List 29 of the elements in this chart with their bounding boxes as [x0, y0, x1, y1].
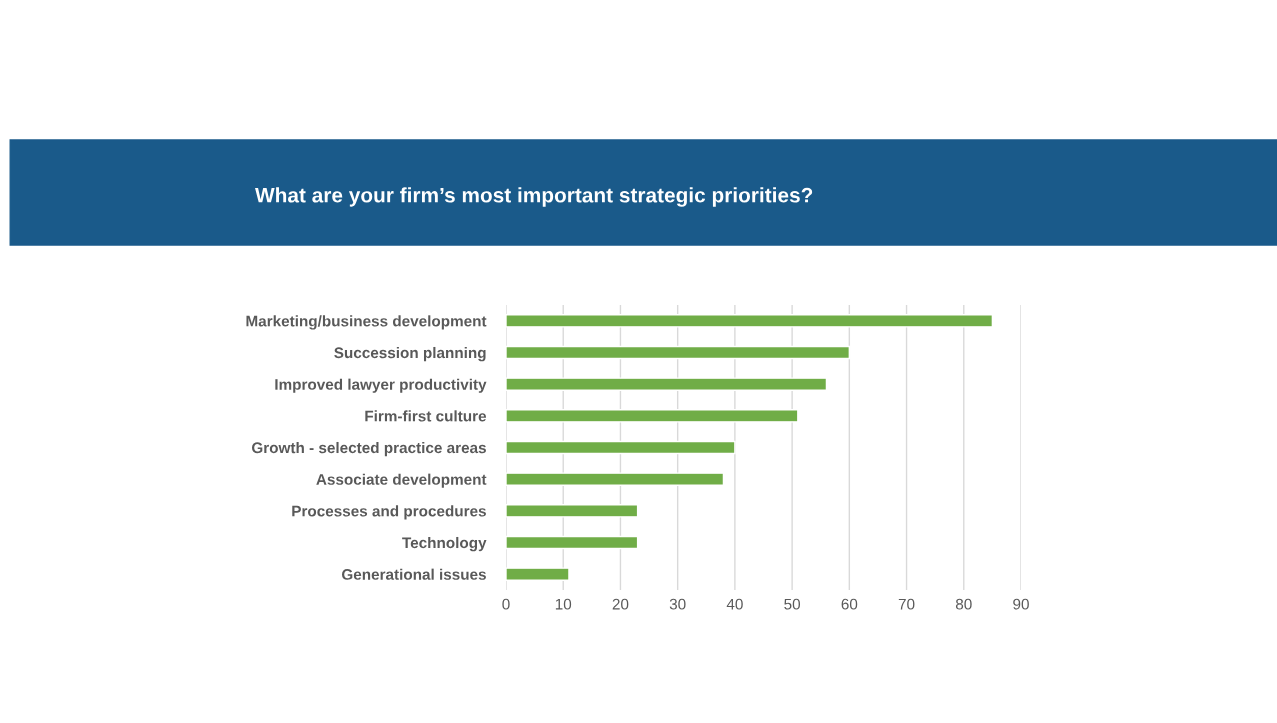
y-tick-label: Firm-first culture	[365, 410, 487, 422]
y-tick-label: Processes and procedures	[292, 505, 486, 520]
x-tick-label: 40	[726, 598, 743, 610]
x-tick-label: 0	[502, 598, 510, 610]
bar	[506, 409, 799, 423]
bar	[506, 567, 570, 581]
y-tick-label: Marketing/business development	[246, 315, 487, 330]
x-tick-label: 60	[841, 598, 858, 610]
x-tick-label: 20	[612, 598, 629, 610]
x-tick-label: 70	[898, 598, 915, 610]
bar	[506, 535, 639, 550]
x-tick-label: 50	[784, 598, 801, 610]
y-tick-label: Technology	[402, 536, 487, 552]
chart-title: What are your firm’s most important strategic priorities?	[255, 187, 813, 207]
y-tick-label: Succession planning	[334, 346, 486, 362]
bar	[506, 504, 639, 518]
y-tick-label: Associate development	[316, 473, 487, 488]
bar	[506, 314, 994, 328]
bar	[506, 440, 736, 455]
x-tick-label: 30	[669, 598, 686, 610]
y-tick-label: Growth - selected practice areas	[251, 441, 486, 457]
x-tick-label: 10	[555, 598, 572, 610]
bar	[506, 377, 828, 391]
bar	[506, 472, 725, 486]
y-tick-label: Generational issues	[342, 568, 486, 580]
y-tick-label: Improved lawyer productivity	[275, 378, 487, 393]
x-tick-label: 90	[1013, 598, 1029, 610]
bar	[506, 345, 851, 360]
x-tick-label: 80	[955, 598, 972, 610]
